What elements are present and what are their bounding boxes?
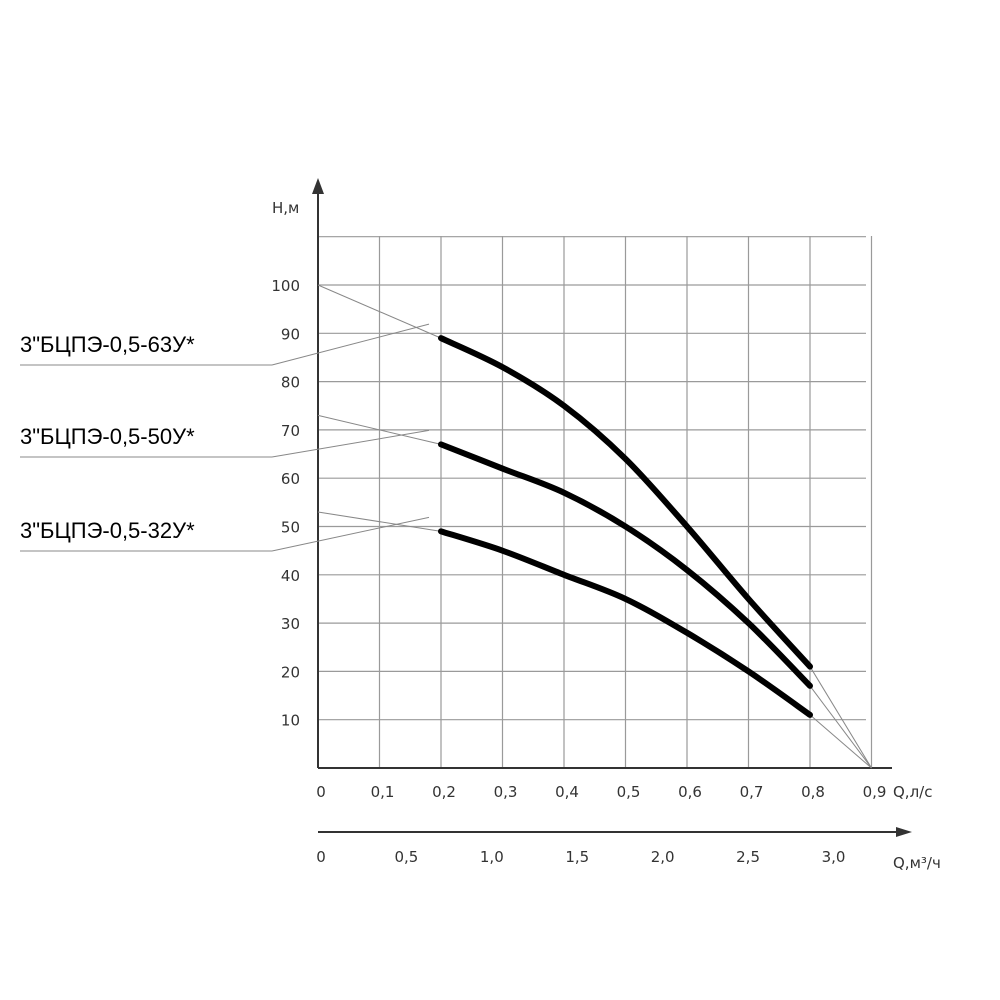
x-tick-label: 0,9: [863, 783, 887, 801]
x-tick-label: 0,8: [801, 783, 825, 801]
x-tick-label: 0,4: [555, 783, 579, 801]
y-tick-label: 40: [281, 567, 300, 585]
y-tick-label: 80: [281, 374, 300, 392]
tick-labels: 0 0,1 0,2 0,3 0,4 0,5 0,6 0,7 0,8 0,9 10 20 30 40 50 60…: [271, 277, 886, 866]
series-label: 3"БЦПЭ-0,5-63У*: [20, 332, 195, 357]
extrapolation-lines: [317, 284, 872, 769]
x2-tick-label: 1,0: [480, 848, 504, 866]
y-tick-label: 100: [271, 277, 300, 295]
y-tick-label: 50: [281, 519, 300, 537]
x2-tick-label: 2,5: [736, 848, 760, 866]
grid: [318, 236, 873, 768]
y-tick-label: 70: [281, 422, 300, 440]
extrapolation-line-left: [317, 511, 442, 532]
x-tick-label: 0,6: [678, 783, 702, 801]
x2-tick-label: 3,0: [822, 848, 846, 866]
performance-curve: [438, 441, 813, 689]
x-tick-label: 0,5: [617, 783, 641, 801]
x2-tick-label: 2,0: [651, 848, 675, 866]
x-tick-label: 0,3: [494, 783, 518, 801]
series-labels: 3"БЦПЭ-0,5-63У* 3"БЦПЭ-0,5-50У* 3"БЦПЭ-0,5…: [20, 323, 430, 552]
y-tick-label: 60: [281, 470, 300, 488]
performance-curves: [438, 335, 813, 718]
y-axis-arrow: [312, 178, 324, 194]
series-leader-line: [271, 323, 430, 366]
y-tick-label: 10: [281, 712, 300, 730]
series-leader-line: [271, 429, 430, 458]
x2-tick-label: 0: [316, 848, 326, 866]
x-tick-label: 0,2: [432, 783, 456, 801]
extrapolation-line-right: [809, 685, 872, 769]
x-tick-label: 0,1: [371, 783, 395, 801]
extrapolation-line-left: [317, 284, 442, 339]
axes: [312, 178, 912, 837]
x-tick-label: 0: [316, 783, 326, 801]
series-label: 3"БЦПЭ-0,5-32У*: [20, 518, 195, 543]
y-tick-label: 20: [281, 663, 300, 681]
y-axis-title: Н,м: [272, 199, 299, 217]
y-tick-label: 30: [281, 615, 300, 633]
x-tick-label: 0,7: [740, 783, 764, 801]
x2-tick-label: 0,5: [394, 848, 418, 866]
series-label: 3"БЦПЭ-0,5-50У*: [20, 424, 195, 449]
x2-axis-arrow: [896, 827, 912, 837]
y-tick-label: 90: [281, 325, 300, 343]
x2-tick-label: 1,5: [565, 848, 589, 866]
extrapolation-line-right: [809, 666, 872, 769]
x-axis-title: Q,л/с: [893, 783, 932, 801]
performance-curve: [438, 528, 813, 718]
x2-axis-title: Q,м³/ч: [893, 854, 941, 872]
performance-curve: [438, 335, 813, 670]
extrapolation-line-right: [809, 714, 872, 769]
extrapolation-line-left: [317, 414, 442, 445]
series-leader-line: [271, 516, 430, 552]
